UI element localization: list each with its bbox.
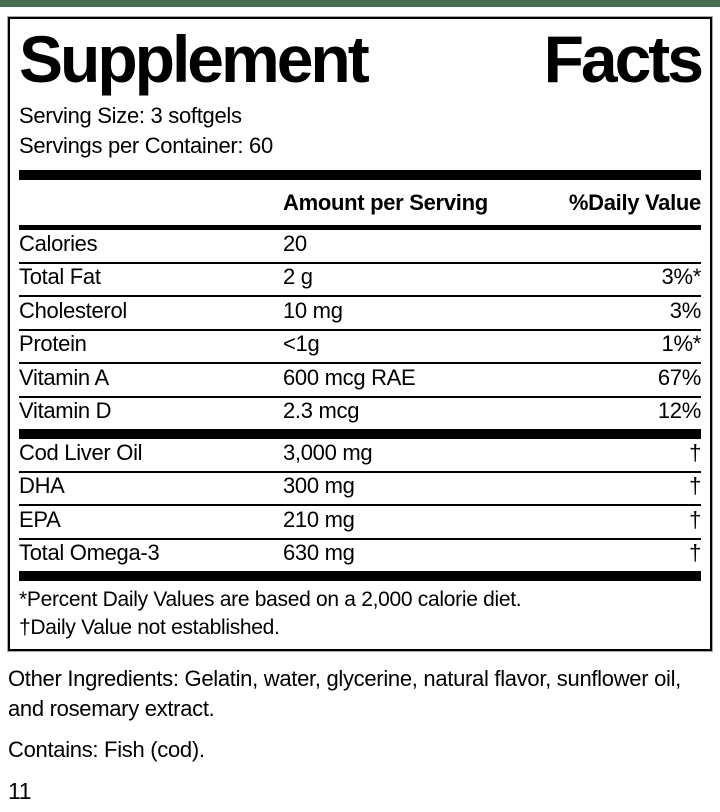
nutrient-daily-value: 3% [669,297,702,323]
panel-title-word-facts: Facts [543,22,704,96]
panel-title: Supplement Facts [19,22,704,96]
footnote-daily-value-not-established: †Daily Value not established. [19,615,280,639]
nutrient-daily-value: † [689,506,701,532]
nutrient-table-blend: Cod Liver Oil 3,000 mg † DHA 300 mg † EP… [19,439,701,571]
nutrient-amount: 2.3 mcg [283,398,360,423]
panel-title-word-supplement: Supplement [19,22,370,96]
nutrient-name: Total Omega-3 [19,540,160,565]
other-ingredients-text: Other Ingredients: Gelatin, water, glyce… [8,666,681,721]
nutrient-name: Protein [19,331,87,356]
nutrient-daily-value: † [689,439,701,465]
table-row: Protein <1g 1%* [19,331,702,364]
nutrient-amount: 210 mg [283,506,355,532]
top-accent-bar [0,0,720,7]
nutrient-name: Calories [19,230,98,256]
table-row: Calories 20 [19,230,701,264]
nutrient-amount: 3,000 mg [283,439,373,465]
column-header-daily-value: %Daily Value [568,190,701,215]
table-row: DHA 300 mg † [19,473,701,506]
nutrient-name: Vitamin A [19,364,109,390]
table-row: Total Omega-3 630 mg † [19,540,701,572]
column-header-amount: Amount per Serving [283,190,488,215]
nutrient-daily-value: 1%* [661,331,702,356]
nutrient-amount: <1g [283,331,320,356]
nutrient-daily-value: † [689,540,701,565]
table-row: Total Fat 2 g 3%* [19,264,702,297]
table-header-row: Amount per Serving %Daily Value [19,180,701,225]
nutrient-amount: 300 mg [283,473,355,498]
table-row: Vitamin D 2.3 mcg 12% [19,398,701,430]
servings-per-container-line: Servings per Container: 60 [19,133,273,158]
table-row: Cod Liver Oil 3,000 mg † [19,439,701,473]
table-row: Vitamin A 600 mcg RAE 67% [19,364,701,398]
serving-size-line: Serving Size: 3 softgels [19,103,242,128]
nutrient-daily-value: 3%* [661,264,702,289]
table-row: Cholesterol 10 mg 3% [19,297,701,331]
nutrient-table-main: Calories 20 Total Fat 2 g 3%* Cholestero… [19,230,701,429]
nutrient-daily-value: † [689,473,701,498]
nutrient-name: EPA [19,506,61,532]
nutrient-name: DHA [19,473,65,498]
nutrient-amount: 10 mg [283,297,343,323]
nutrient-daily-value: 12% [657,398,701,423]
footnote-percent-daily-values: *Percent Daily Values are based on a 2,0… [19,588,522,611]
supplement-facts-panel: Supplement Facts Serving Size: 3 softgel… [8,17,712,651]
nutrient-amount: 2 g [283,264,313,289]
nutrient-daily-value: 67% [657,364,701,390]
nutrient-name: Cholesterol [19,297,127,323]
divider-bar-thick-middle [19,429,701,439]
contains-allergen-text: Contains: Fish (cod). [8,737,205,762]
divider-bar-thick-bottom [19,571,701,581]
serving-info: Serving Size: 3 softgels Servings per Co… [19,101,701,161]
nutrient-amount: 600 mcg RAE [283,364,416,390]
page-number: 11 [8,778,32,804]
nutrient-amount: 630 mg [283,540,355,565]
footnotes: *Percent Daily Values are based on a 2,0… [19,586,701,644]
nutrient-name: Cod Liver Oil [19,439,143,465]
divider-bar-medium [19,225,701,230]
nutrient-amount: 20 [283,230,307,256]
nutrient-name: Vitamin D [19,398,112,423]
divider-bar-thick-top [19,170,701,180]
nutrient-name: Total Fat [19,264,101,289]
table-row: EPA 210 mg † [19,506,701,540]
